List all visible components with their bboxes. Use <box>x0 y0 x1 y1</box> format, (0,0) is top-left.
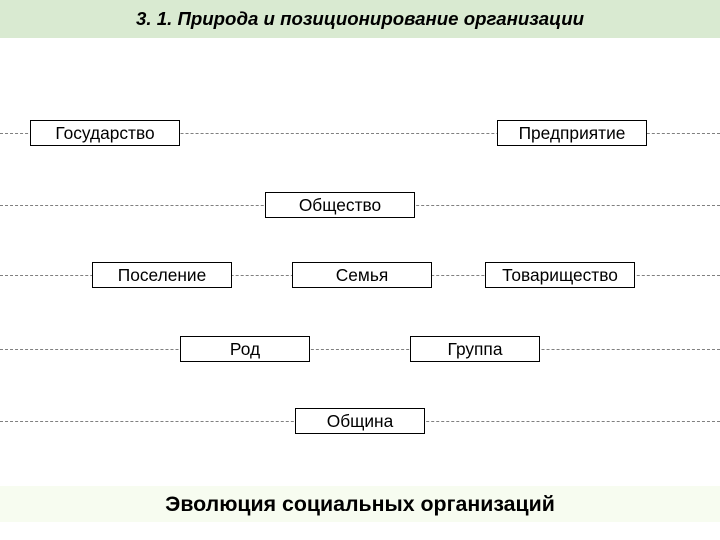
diagram-node-label: Род <box>230 339 260 360</box>
diagram-node-label: Община <box>327 411 394 432</box>
diagram-node: Община <box>295 408 425 434</box>
diagram-node-label: Товарищество <box>502 265 618 286</box>
diagram-area: Государство Предприятие Общество Поселение С… <box>0 40 720 480</box>
diagram-node: Государство <box>30 120 180 146</box>
diagram-node-label: Семья <box>336 265 388 286</box>
diagram-node-label: Государство <box>55 123 154 144</box>
footer-title: Эволюция социальных организаций <box>165 492 555 516</box>
diagram-node-label: Поселение <box>118 265 206 286</box>
header-title: 3. 1. Природа и позиционирование организ… <box>136 8 584 29</box>
diagram-row-line <box>0 349 720 350</box>
page-footer: Эволюция социальных организаций <box>0 486 720 522</box>
page-header: 3. 1. Природа и позиционирование организ… <box>0 0 720 38</box>
diagram-node: Род <box>180 336 310 362</box>
diagram-node: Группа <box>410 336 540 362</box>
diagram-node-label: Группа <box>448 339 503 360</box>
diagram-node: Поселение <box>92 262 232 288</box>
diagram-node: Общество <box>265 192 415 218</box>
diagram-node: Предприятие <box>497 120 647 146</box>
diagram-node-label: Предприятие <box>519 123 626 144</box>
diagram-node-label: Общество <box>299 195 381 216</box>
diagram-node: Семья <box>292 262 432 288</box>
diagram-node: Товарищество <box>485 262 635 288</box>
